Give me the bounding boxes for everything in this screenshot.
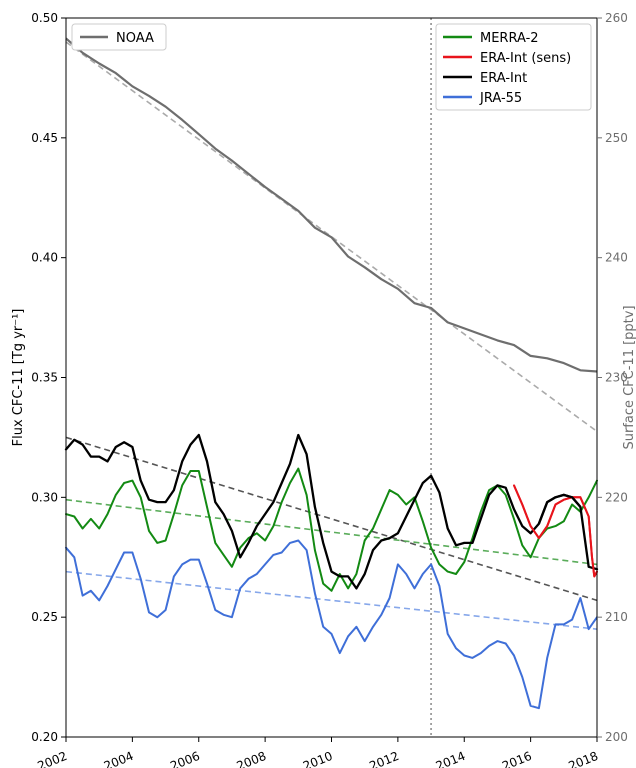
y-axis-title-left: Flux CFC-11 [Tg yr⁻¹] xyxy=(11,309,26,447)
x-tick-label: 2010 xyxy=(301,749,335,768)
x-tick-label: 2002 xyxy=(36,749,70,768)
legend-label-era-int-sens: ERA-Int (sens) xyxy=(480,51,571,66)
y-tick-label-left: 0.45 xyxy=(31,131,58,145)
series-line-era-int-sens-overlay xyxy=(513,485,598,578)
x-tick-label: 2014 xyxy=(434,749,468,768)
y-tick-label-right: 210 xyxy=(605,610,628,624)
legend-label-noaa: NOAA xyxy=(116,31,154,46)
series-line-noaa xyxy=(65,37,598,373)
y-axis-title-right: Surface CFC-11 [pptv] xyxy=(622,305,636,449)
y-tick-label-left: 0.50 xyxy=(31,11,58,25)
trend-line-era-int xyxy=(65,436,598,602)
legend-right: MERRA-2 ERA-Int (sens) ERA-Int JRA-55 xyxy=(435,23,592,111)
x-tick-label: 2018 xyxy=(567,749,601,768)
legend-label-era-int: ERA-Int xyxy=(480,71,527,86)
trend-line-jra-55 xyxy=(65,570,598,630)
x-tick-label: 2016 xyxy=(500,749,534,768)
y-tick-label-right: 200 xyxy=(605,730,628,744)
y-tick-label-left: 0.40 xyxy=(31,251,58,265)
y-tick-label-left: 0.25 xyxy=(31,610,58,624)
legend-label-jra-55: JRA-55 xyxy=(479,91,522,106)
x-tick-label: 2004 xyxy=(102,749,136,768)
trend-line-merra-2 xyxy=(65,498,598,566)
series-line-era-int-tail xyxy=(537,493,582,525)
y-tick-label-right: 220 xyxy=(605,490,628,504)
series-line-jra-55 xyxy=(65,539,598,710)
legend-right-box xyxy=(435,23,592,111)
y-tick-label-right: 250 xyxy=(605,131,628,145)
legend-label-merra-2: MERRA-2 xyxy=(480,31,539,46)
legend-left-box xyxy=(71,23,167,51)
y-tick-label-left: 0.30 xyxy=(31,490,58,504)
series-line-era-int xyxy=(64,433,599,590)
y-tick-label-right: 260 xyxy=(605,11,628,25)
plot-frame xyxy=(65,17,598,738)
y-tick-label-left: 0.20 xyxy=(31,730,58,744)
y-tick-label-right: 240 xyxy=(605,251,628,265)
x-tick-label: 2008 xyxy=(235,749,269,768)
y-tick-label-left: 0.35 xyxy=(31,371,58,385)
axes-layer: 0.20 0.25 0.30 0.35 0.40 0.45 0.50 200 210 220 230… xyxy=(31,11,628,768)
legend-left: NOAA xyxy=(71,23,167,51)
y-tick-label-right: 230 xyxy=(605,371,628,385)
series-line-merra-2 xyxy=(65,467,598,592)
x-tick-label: 2012 xyxy=(367,749,401,768)
plot-layer xyxy=(64,18,599,737)
x-tick-label: 2006 xyxy=(168,749,202,768)
